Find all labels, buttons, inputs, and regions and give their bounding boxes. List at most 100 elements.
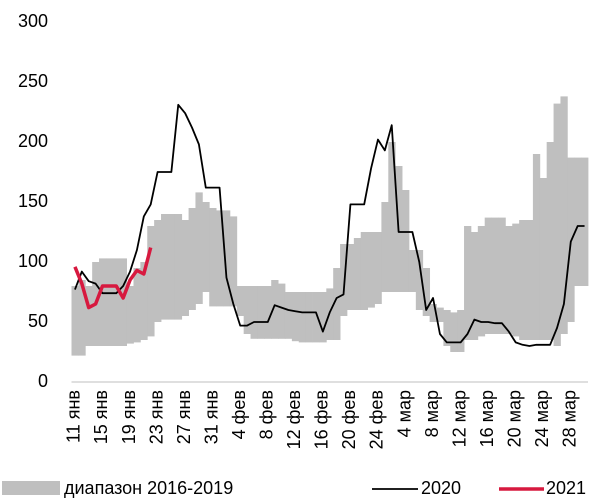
range-band xyxy=(140,262,148,340)
legend-label: 2020 xyxy=(421,478,461,498)
range-band xyxy=(257,286,265,339)
range-band xyxy=(353,238,362,310)
range-band xyxy=(464,226,472,340)
range-band xyxy=(105,258,114,346)
range-band xyxy=(126,286,134,344)
range-band xyxy=(415,250,424,310)
range-band xyxy=(498,217,506,334)
x-tick-label: 31 янв xyxy=(201,390,221,444)
x-tick-label: 16 мар xyxy=(477,390,497,447)
range-band xyxy=(119,258,127,346)
range-band xyxy=(450,312,458,352)
range-band xyxy=(429,304,437,322)
range-band xyxy=(78,280,86,356)
range-band xyxy=(223,210,231,307)
x-tick-label: 28 мар xyxy=(560,390,580,447)
range-band xyxy=(312,292,320,343)
range-band xyxy=(284,292,293,339)
range-band xyxy=(360,232,369,310)
range-band xyxy=(112,258,121,346)
x-tick-label: 8 мар xyxy=(422,390,442,437)
range-band xyxy=(181,220,189,316)
x-tick-label: 4 фев xyxy=(229,390,249,439)
range-band xyxy=(381,202,389,292)
range-band xyxy=(519,220,527,340)
range-band xyxy=(512,223,520,337)
range-band xyxy=(436,307,444,322)
range-band xyxy=(333,268,341,340)
range-band xyxy=(470,232,479,340)
range-band xyxy=(278,283,286,339)
range-band xyxy=(174,214,183,320)
x-tick-label: 24 мар xyxy=(532,390,552,447)
range-band xyxy=(271,280,279,339)
legend-label: 2021 xyxy=(546,478,586,498)
range-band xyxy=(236,286,245,316)
x-tick-label: 19 янв xyxy=(119,390,139,444)
range-band xyxy=(154,220,162,322)
range-band xyxy=(367,232,375,308)
range-band xyxy=(298,292,307,343)
x-tick-label: 23 янв xyxy=(146,390,166,444)
range-band xyxy=(388,142,396,292)
x-tick-label: 16 фев xyxy=(312,390,332,449)
y-tick-label: 200 xyxy=(18,131,48,151)
x-tick-label: 4 мар xyxy=(394,390,414,437)
range-band xyxy=(161,214,169,320)
x-tick-label: 27 янв xyxy=(174,390,194,444)
range-band xyxy=(539,178,548,340)
range-band xyxy=(374,232,382,304)
series-line xyxy=(73,247,153,310)
legend-label: диапазон 2016-2019 xyxy=(64,478,233,498)
range-band xyxy=(99,258,107,346)
range-band xyxy=(85,286,93,346)
x-tick-label: 8 фев xyxy=(257,390,277,439)
range-band xyxy=(574,157,582,286)
range-band xyxy=(305,292,313,343)
x-tick-label: 15 янв xyxy=(91,390,111,444)
y-tick-label: 250 xyxy=(18,71,48,91)
range-band xyxy=(526,220,534,340)
range-band xyxy=(560,96,568,335)
range-band xyxy=(581,157,589,286)
range-band xyxy=(229,216,238,307)
range-band xyxy=(243,286,251,334)
y-tick-label: 150 xyxy=(18,191,48,211)
legend-swatch xyxy=(2,481,60,495)
range-band xyxy=(250,286,258,339)
range-band xyxy=(202,202,210,292)
range-band xyxy=(532,154,541,340)
x-tick-label: 11 янв xyxy=(64,390,84,443)
range-band xyxy=(402,190,410,292)
range-band xyxy=(408,250,417,292)
range-band xyxy=(477,226,486,337)
range-band xyxy=(505,226,513,334)
y-tick-label: 300 xyxy=(18,11,48,31)
range-band xyxy=(133,268,141,343)
range-band xyxy=(216,210,224,307)
range-band xyxy=(457,310,465,352)
series-line xyxy=(74,103,585,347)
range-band xyxy=(71,286,79,356)
range-band xyxy=(188,208,196,310)
range-band xyxy=(546,142,554,340)
x-tick-label: 12 фев xyxy=(284,390,304,449)
range-band xyxy=(291,292,300,342)
y-tick-label: 0 xyxy=(38,371,48,391)
y-tick-label: 50 xyxy=(28,311,48,331)
range-band xyxy=(167,214,176,320)
x-tick-label: 24 фев xyxy=(367,390,387,449)
x-tick-label: 12 мар xyxy=(449,390,469,447)
x-tick-label: 20 фев xyxy=(339,390,359,449)
range-band xyxy=(195,192,203,304)
y-tick-label: 100 xyxy=(18,251,48,271)
range-band xyxy=(422,268,431,316)
range-band xyxy=(147,226,155,337)
range-band xyxy=(209,208,217,307)
range-band xyxy=(443,310,451,346)
x-tick-label: 20 мар xyxy=(504,390,524,447)
range-band xyxy=(264,286,272,339)
range-band xyxy=(553,103,561,346)
range-band xyxy=(491,217,499,334)
